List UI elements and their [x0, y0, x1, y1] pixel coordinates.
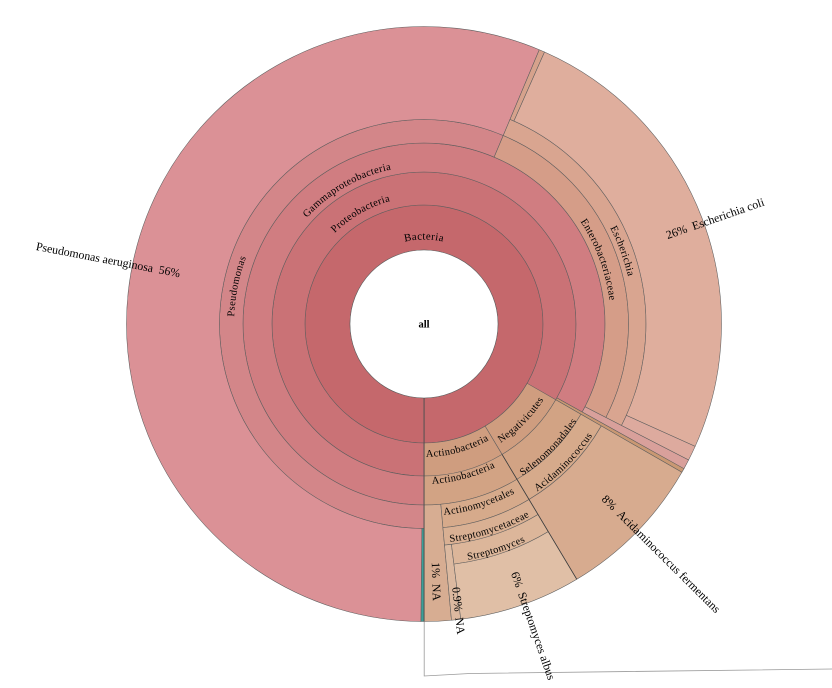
- svg-text:Bacteria: Bacteria: [403, 230, 445, 244]
- svg-text:1% NA: 1% NA: [429, 562, 444, 602]
- svg-text:0.9% NA: 0.9% NA: [449, 586, 468, 635]
- svg-text:all: all: [418, 320, 429, 331]
